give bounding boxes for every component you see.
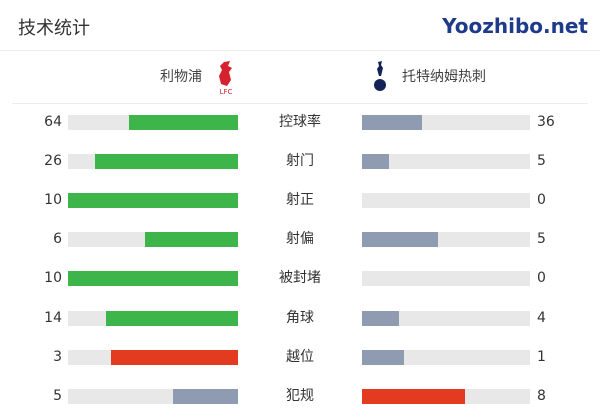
away-bar <box>362 232 530 247</box>
home-value: 10 <box>44 270 62 286</box>
stat-row: 10 射正 0 <box>0 190 600 210</box>
stat-row: 64 控球率 36 <box>0 112 600 132</box>
home-bar <box>68 115 238 130</box>
divider <box>0 50 600 51</box>
home-bar <box>68 389 238 404</box>
away-bar <box>362 311 530 326</box>
home-bar-fill <box>68 193 238 208</box>
away-team-name: 托特纳姆热刺 <box>402 69 486 85</box>
home-bar-fill <box>95 154 238 169</box>
stat-row: 14 角球 4 <box>0 308 600 328</box>
stat-label: 射偏 <box>286 231 314 247</box>
stat-row: 3 越位 1 <box>0 347 600 367</box>
home-bar <box>68 154 238 169</box>
away-value: 36 <box>537 114 555 130</box>
divider <box>12 103 588 104</box>
away-value: 0 <box>537 270 546 286</box>
away-value: 1 <box>537 349 546 365</box>
stat-label: 射正 <box>286 192 314 208</box>
away-bar <box>362 271 530 286</box>
away-value: 0 <box>537 192 546 208</box>
away-bar <box>362 154 530 169</box>
away-bar-fill <box>362 389 466 404</box>
away-bar-fill <box>362 350 404 365</box>
away-value: 5 <box>537 231 546 247</box>
away-bar <box>362 115 530 130</box>
stat-label: 射门 <box>286 153 314 169</box>
stat-row: 6 射偏 5 <box>0 229 600 249</box>
stat-label: 越位 <box>286 349 314 365</box>
away-bar-fill <box>362 154 390 169</box>
home-value: 3 <box>53 349 62 365</box>
home-bar <box>68 193 238 208</box>
home-value: 64 <box>44 114 62 130</box>
page-title: 技术统计 <box>18 18 90 39</box>
away-bar-fill <box>362 115 423 130</box>
stat-label: 控球率 <box>279 114 321 130</box>
away-bar-fill <box>362 232 439 247</box>
home-bar <box>68 311 238 326</box>
stat-label: 犯规 <box>286 388 314 404</box>
away-value: 5 <box>537 153 546 169</box>
stat-row: 26 射门 5 <box>0 151 600 171</box>
home-bar-fill <box>172 389 238 404</box>
home-bar-fill <box>68 271 238 286</box>
away-bar <box>362 350 530 365</box>
home-value: 5 <box>53 388 62 404</box>
home-value: 6 <box>53 231 62 247</box>
stat-label: 角球 <box>286 310 314 326</box>
svg-text:LFC: LFC <box>220 88 233 96</box>
away-value: 4 <box>537 310 546 326</box>
home-team-name: 利物浦 <box>160 69 202 85</box>
home-bar <box>68 350 238 365</box>
home-value: 26 <box>44 153 62 169</box>
home-bar <box>68 232 238 247</box>
home-bar-fill <box>110 350 238 365</box>
home-bar <box>68 271 238 286</box>
watermark: Yoozhibo.net <box>442 14 588 38</box>
cockerel-crest-icon <box>374 61 386 91</box>
away-bar <box>362 193 530 208</box>
away-value: 8 <box>537 388 546 404</box>
stat-row: 10 被封堵 0 <box>0 268 600 288</box>
liverbird-crest-icon: LFC <box>219 61 233 96</box>
stat-label: 被封堵 <box>279 270 321 286</box>
home-bar-fill <box>145 232 238 247</box>
away-bar-fill <box>362 311 400 326</box>
stat-row: 5 犯规 8 <box>0 386 600 406</box>
home-value: 14 <box>44 310 62 326</box>
home-bar-fill <box>105 311 238 326</box>
away-bar <box>362 389 530 404</box>
home-bar-fill <box>129 115 238 130</box>
home-value: 10 <box>44 192 62 208</box>
